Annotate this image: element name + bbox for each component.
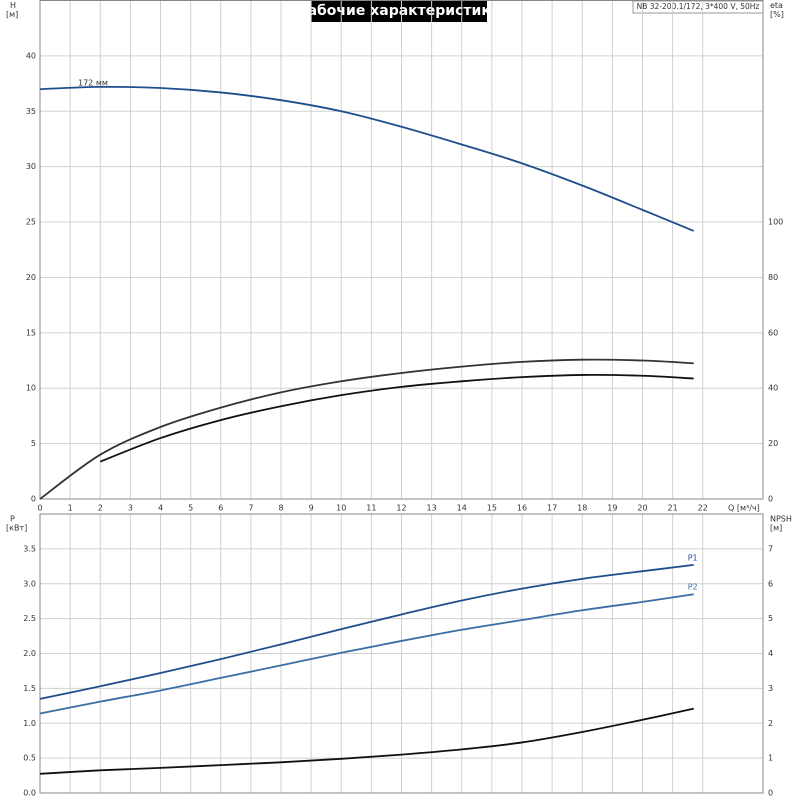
y-tick-label: 0 <box>31 495 36 504</box>
x-tick-label: 12 <box>396 504 406 513</box>
x-tick-label: 3 <box>128 504 133 513</box>
curve-label: P2 <box>688 583 698 592</box>
x-axis-label: Q [м³/ч] <box>728 504 760 513</box>
x-tick-label: 9 <box>309 504 314 513</box>
x-tick-label: 8 <box>278 504 283 513</box>
x-tick-label: 16 <box>517 504 527 513</box>
y2-tick-label: 1 <box>768 754 773 763</box>
y-tick-label: 15 <box>26 328 36 337</box>
y-tick-label: 40 <box>26 51 36 60</box>
curve <box>39 358 694 500</box>
y2-tick-label: 2 <box>768 719 773 728</box>
y-axis-unit: [м] <box>6 10 18 19</box>
curve <box>39 85 695 232</box>
y2-tick-label: 60 <box>768 328 778 337</box>
y-tick-label: 5 <box>31 439 36 448</box>
y2-tick-label: 5 <box>768 614 773 623</box>
y2-axis-unit: [%] <box>770 10 784 19</box>
x-tick-label: 22 <box>698 504 708 513</box>
y-tick-label: 25 <box>26 218 36 227</box>
curve-label: P1 <box>688 553 698 562</box>
y2-axis-label: NPSH <box>770 515 792 524</box>
y-tick-label: 10 <box>26 384 36 393</box>
x-tick-label: 18 <box>577 504 587 513</box>
x-tick-label: 11 <box>366 504 376 513</box>
model-label: NB 32-200.1/172, 3*400 V, 50Hz <box>637 2 760 11</box>
y-tick-label: 0.0 <box>23 789 36 798</box>
curve <box>39 564 694 700</box>
x-tick-label: 1 <box>68 504 73 513</box>
y2-tick-label: 0 <box>768 789 773 798</box>
x-tick-label: 17 <box>547 504 557 513</box>
y2-tick-label: 4 <box>768 649 773 658</box>
y2-axis-unit: [м] <box>770 524 782 533</box>
x-tick-label: 0 <box>37 504 42 513</box>
x-tick-label: 20 <box>637 504 647 513</box>
x-tick-label: 15 <box>487 504 497 513</box>
y-tick-label: 1.0 <box>23 719 36 728</box>
x-tick-label: 4 <box>158 504 163 513</box>
curve <box>99 373 694 463</box>
x-tick-label: 2 <box>98 504 103 513</box>
x-tick-label: 14 <box>457 504 467 513</box>
y2-axis-label: eta <box>770 1 783 10</box>
y-tick-label: 1.5 <box>23 684 36 693</box>
curve <box>39 593 694 715</box>
x-tick-label: 5 <box>188 504 193 513</box>
y2-tick-label: 0 <box>768 495 773 504</box>
y-axis-unit: [кВт] <box>6 524 27 533</box>
y-tick-label: 30 <box>26 162 36 171</box>
y-tick-label: 3.5 <box>23 544 36 553</box>
curve-label: 172 мм <box>78 79 108 88</box>
y2-tick-label: 80 <box>768 273 778 282</box>
x-tick-label: 13 <box>427 504 437 513</box>
plot-frame <box>39 0 764 500</box>
y-tick-label: 2.0 <box>23 649 36 658</box>
y-axis-label: P <box>10 515 15 524</box>
x-tick-label: 21 <box>668 504 678 513</box>
y2-tick-label: 20 <box>768 439 778 448</box>
x-tick-label: 19 <box>607 504 617 513</box>
y2-tick-label: 3 <box>768 684 773 693</box>
y2-tick-label: 40 <box>768 384 778 393</box>
plot-frame <box>39 513 764 794</box>
title-box <box>311 0 487 22</box>
y2-tick-label: 6 <box>768 579 773 588</box>
y-tick-label: 0.5 <box>23 754 36 763</box>
y-tick-label: 20 <box>26 273 36 282</box>
y-axis-label: H <box>10 1 16 10</box>
y-tick-label: 3.0 <box>23 579 36 588</box>
x-tick-label: 10 <box>336 504 346 513</box>
curve <box>39 707 694 775</box>
y-tick-label: 2.5 <box>23 614 36 623</box>
x-tick-label: 6 <box>218 504 223 513</box>
y2-tick-label: 7 <box>768 544 773 553</box>
y2-tick-label: 100 <box>768 218 783 227</box>
chart-title: Рабочие характеристики <box>297 3 500 19</box>
x-tick-label: 7 <box>248 504 253 513</box>
y-tick-label: 35 <box>26 107 36 116</box>
